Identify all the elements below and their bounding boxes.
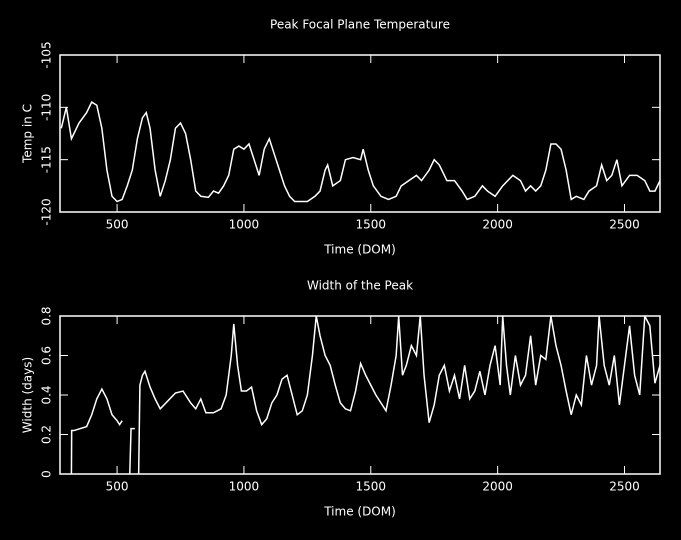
x-tick-label: 2500 — [609, 480, 640, 494]
x-tick-label: 2000 — [482, 480, 513, 494]
plot-frame — [59, 54, 661, 213]
y-tick-label: -105 — [40, 41, 54, 68]
x-axis-label: Time (DOM) — [323, 243, 396, 257]
x-tick-label: 2500 — [609, 218, 640, 232]
x-tick-label: 500 — [106, 218, 129, 232]
y-tick-label: 0.2 — [40, 425, 54, 444]
y-tick-label: 0 — [40, 470, 54, 478]
y-tick-label: 0.8 — [40, 306, 54, 325]
x-tick-label: 1000 — [229, 480, 260, 494]
chart-title: Peak Focal Plane Temperature — [270, 18, 450, 32]
plot-area — [60, 101, 660, 203]
y-tick-label: -120 — [40, 198, 54, 225]
data-line — [70, 387, 123, 474]
x-tick-label: 2000 — [482, 218, 513, 232]
data-line — [129, 427, 135, 474]
y-axis-label: Temp in C — [21, 104, 35, 164]
x-axis-label: Time (DOM) — [323, 505, 396, 519]
data-line — [60, 101, 660, 203]
x-tick-label: 500 — [106, 480, 129, 494]
x-tick-label: 1500 — [356, 218, 387, 232]
y-tick-label: -110 — [40, 94, 54, 121]
plot-frame — [59, 315, 661, 475]
plot-area — [70, 316, 660, 474]
data-line — [137, 316, 660, 474]
x-tick-label: 1000 — [229, 218, 260, 232]
y-tick-label: -115 — [40, 146, 54, 173]
y-axis-label: Width (days) — [21, 357, 35, 433]
x-tick-label: 1500 — [356, 480, 387, 494]
chart-title: Width of the Peak — [307, 279, 413, 293]
y-tick-label: 0.6 — [40, 346, 54, 365]
y-tick-label: 0.4 — [40, 385, 54, 404]
